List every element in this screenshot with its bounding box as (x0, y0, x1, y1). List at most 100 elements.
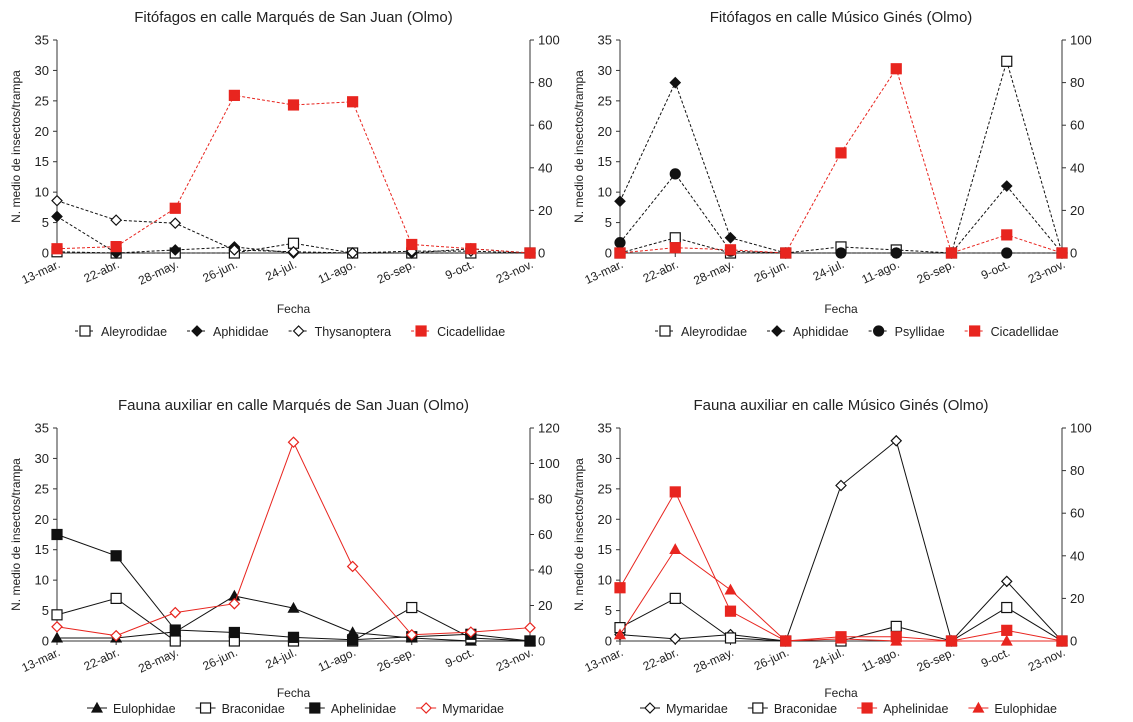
x-tick-label: 24-jul. (811, 257, 847, 284)
series-line (56, 534, 531, 642)
x-tick-label: 11-ago. (316, 645, 358, 675)
series-line (619, 81, 1063, 254)
y-axis-label: N. medio de insectos/trampa (9, 70, 23, 223)
legend-item: Aphelinidae (857, 702, 948, 716)
legend-marker (644, 702, 656, 714)
y-tick-label: 25 (35, 481, 49, 496)
y-tick-label: 0 (605, 246, 612, 261)
x-tick-label: 13-mar. (19, 257, 62, 287)
data-point (614, 582, 626, 594)
legend-label: Eulophidae (113, 702, 176, 716)
y-tick-label: 5 (42, 215, 49, 230)
x-tick-label: 26-jun. (752, 645, 791, 673)
data-point (890, 247, 902, 259)
x-tick-label: 23-nov. (494, 257, 535, 286)
data-point (287, 631, 300, 643)
legend-marker (969, 325, 981, 337)
legend-marker (771, 325, 783, 337)
legend-label: Aphididae (793, 325, 849, 339)
chart-1: Fitófagos en calle Marqués de San Juan (… (9, 9, 560, 339)
y2-tick-label: 20 (538, 203, 552, 218)
legend-marker (861, 702, 873, 714)
y-tick-label: 35 (35, 421, 49, 436)
data-point (669, 592, 681, 605)
data-point (287, 436, 300, 449)
series-line (619, 490, 1063, 642)
data-point (834, 632, 848, 644)
y-tick-label: 10 (598, 185, 612, 200)
data-point (169, 217, 182, 230)
series-eulophidae (613, 543, 1069, 646)
data-point (669, 543, 682, 555)
y2-tick-label: 80 (538, 75, 552, 90)
series-aphelinidae (51, 528, 536, 647)
y2-tick-label: 60 (1070, 506, 1084, 521)
data-point (405, 628, 418, 641)
data-point (835, 247, 847, 259)
data-point (228, 626, 240, 639)
data-point (890, 634, 903, 646)
data-point (669, 76, 682, 89)
legend-item: Cicadellidae (964, 325, 1059, 339)
y-axis-label: N. medio de insectos/trampa (572, 458, 586, 611)
x-tick-label: 23-nov. (1026, 645, 1067, 674)
data-point (169, 624, 181, 636)
legend-marker (659, 325, 671, 337)
y2-tick-label: 40 (538, 160, 552, 175)
y2-tick-label: 100 (538, 33, 560, 48)
legend-marker (199, 702, 212, 714)
data-point (724, 632, 737, 644)
y2-tick-label: 80 (538, 492, 552, 507)
y-tick-label: 30 (35, 451, 49, 466)
y-tick-label: 30 (598, 451, 612, 466)
y-tick-label: 15 (35, 154, 49, 169)
data-point (669, 486, 681, 498)
data-point (465, 626, 477, 638)
data-point (110, 629, 122, 642)
data-point (835, 479, 847, 492)
x-axis-label: Fecha (277, 302, 311, 316)
x-tick-label: 28-may. (691, 257, 735, 288)
data-point (347, 634, 359, 646)
data-point (51, 620, 63, 633)
data-point (524, 621, 536, 634)
series-thysanoptera (51, 194, 536, 259)
data-point (51, 210, 63, 223)
y-tick-label: 15 (598, 154, 612, 169)
legend-item: Aphididae (767, 325, 849, 339)
y2-tick-label: 120 (538, 421, 560, 436)
data-point (724, 583, 737, 595)
data-point (110, 214, 122, 226)
legend-marker (292, 325, 305, 337)
legend-label: Aleyrodidae (681, 325, 747, 339)
legend-item: Aphididae (187, 325, 269, 339)
data-point (406, 601, 418, 614)
y2-tick-label: 0 (538, 246, 545, 261)
x-tick-label: 22-abr. (641, 257, 681, 285)
legend-marker (191, 325, 203, 337)
legend-label: Eulophidae (994, 702, 1057, 716)
data-point (347, 96, 359, 108)
y2-tick-label: 0 (538, 634, 545, 649)
y-tick-label: 5 (605, 603, 612, 618)
y2-tick-label: 80 (1070, 75, 1084, 90)
legend-item: Mymaridae (416, 702, 504, 716)
x-tick-label: 28-may. (136, 645, 180, 676)
data-point (169, 244, 182, 256)
data-point (406, 238, 418, 251)
y2-tick-label: 0 (1070, 634, 1077, 649)
y-tick-label: 10 (35, 185, 49, 200)
legend-item: Eulophidae (968, 701, 1057, 716)
data-point (287, 245, 300, 258)
series-aphelinidae (614, 486, 1068, 647)
legend-item: Braconidae (195, 702, 285, 716)
data-point (669, 168, 681, 180)
y2-tick-label: 0 (1070, 246, 1077, 261)
y-tick-label: 0 (605, 634, 612, 649)
data-point (228, 89, 240, 101)
x-tick-label: 26-sep. (375, 645, 417, 675)
y-tick-label: 35 (598, 421, 612, 436)
legend-marker (873, 325, 885, 337)
legend-item: Cicadellidae (411, 325, 505, 339)
chart-title: Fitófagos en calle Músico Ginés (Olmo) (710, 9, 973, 26)
